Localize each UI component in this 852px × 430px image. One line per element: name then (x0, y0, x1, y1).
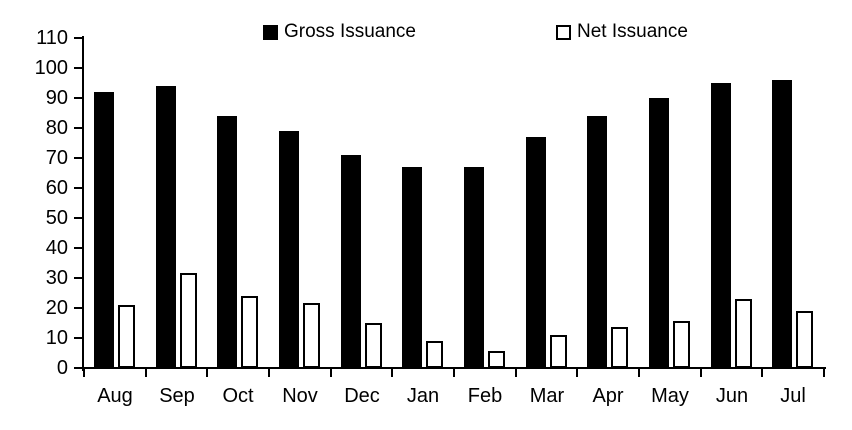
y-axis-tick-80 (74, 127, 82, 129)
gross-issuance-bar-feb[interactable] (464, 167, 484, 368)
y-axis-tick-label-50: 50 (45, 207, 68, 229)
legend-item-net-issuance[interactable]: Net Issuance (556, 17, 688, 47)
y-axis-tick-90 (74, 97, 82, 99)
gross-issuance-bar-nov[interactable] (279, 131, 299, 368)
x-axis-label-dec: Dec (344, 385, 380, 407)
net-issuance-swatch-icon (556, 24, 571, 40)
y-axis-tick-40 (74, 247, 82, 249)
x-axis-tick-9 (638, 369, 640, 377)
gross-issuance-bar-dec[interactable] (341, 155, 361, 368)
chart-legend: Gross Issuance Net Issuance (0, 17, 852, 47)
gross-issuance-bar-jan[interactable] (402, 167, 422, 368)
y-axis-tick-label-60: 60 (45, 177, 68, 199)
x-axis-tick-12 (823, 369, 825, 377)
y-axis-tick-20 (74, 307, 82, 309)
net-issuance-bar-apr[interactable] (611, 327, 628, 368)
y-axis-tick-label-80: 80 (45, 117, 68, 139)
y-axis-tick-10 (74, 337, 82, 339)
x-axis-label-may: May (651, 385, 689, 407)
net-issuance-bar-jul[interactable] (796, 311, 813, 368)
legend-label-gross-issuance: Gross Issuance (284, 21, 416, 42)
y-axis-tick-0 (74, 367, 82, 369)
y-axis-line (82, 36, 84, 371)
net-issuance-bar-jan[interactable] (426, 341, 443, 368)
y-axis-tick-label-100: 100 (34, 57, 68, 79)
x-axis-label-jul: Jul (780, 385, 806, 407)
x-axis-tick-11 (761, 369, 763, 377)
x-axis-tick-1 (145, 369, 147, 377)
x-axis-tick-0 (83, 369, 85, 377)
y-axis-tick-label-70: 70 (45, 147, 68, 169)
y-axis-tick-label-110: 110 (36, 27, 68, 49)
y-axis-tick-60 (74, 187, 82, 189)
y-axis-tick-100 (74, 67, 82, 69)
gross-issuance-bar-apr[interactable] (587, 116, 607, 368)
y-axis-tick-label-30: 30 (45, 267, 68, 289)
x-axis-tick-8 (576, 369, 578, 377)
y-axis-tick-30 (74, 277, 82, 279)
net-issuance-bar-may[interactable] (673, 321, 690, 368)
y-axis-tick-label-40: 40 (45, 237, 68, 259)
y-axis-tick-label-20: 20 (45, 297, 68, 319)
net-issuance-bar-oct[interactable] (241, 296, 258, 368)
net-issuance-bar-aug[interactable] (118, 305, 135, 368)
x-axis-tick-7 (515, 369, 517, 377)
x-axis-line (82, 367, 827, 369)
x-axis-label-apr: Apr (592, 385, 624, 407)
gross-issuance-bar-mar[interactable] (526, 137, 546, 368)
legend-item-gross-issuance[interactable]: Gross Issuance (263, 17, 416, 47)
y-axis-tick-110 (74, 37, 82, 39)
x-axis-tick-5 (391, 369, 393, 377)
net-issuance-bar-sep[interactable] (180, 273, 197, 368)
x-axis-label-jun: Jun (715, 385, 749, 407)
y-axis-tick-label-10: 10 (45, 327, 68, 349)
x-axis-tick-3 (268, 369, 270, 377)
gross-issuance-bar-aug[interactable] (94, 92, 114, 368)
gross-issuance-bar-may[interactable] (649, 98, 669, 368)
y-axis-tick-50 (74, 217, 82, 219)
net-issuance-bar-nov[interactable] (303, 303, 320, 368)
net-issuance-bar-feb[interactable] (488, 351, 505, 368)
gross-issuance-bar-jun[interactable] (711, 83, 731, 368)
x-axis-label-oct: Oct (222, 385, 254, 407)
x-axis-label-nov: Nov (282, 385, 318, 407)
net-issuance-bar-dec[interactable] (365, 323, 382, 368)
net-issuance-bar-jun[interactable] (735, 299, 752, 368)
x-axis-label-mar: Mar (529, 385, 565, 407)
net-issuance-bar-mar[interactable] (550, 335, 567, 368)
x-axis-label-aug: Aug (97, 385, 133, 407)
x-axis-label-sep: Sep (159, 385, 195, 407)
gross-issuance-bar-jul[interactable] (772, 80, 792, 368)
y-axis-tick-70 (74, 157, 82, 159)
x-axis-tick-10 (700, 369, 702, 377)
gross-issuance-bar-sep[interactable] (156, 86, 176, 368)
x-axis-label-jan: Jan (406, 385, 440, 407)
x-axis-tick-4 (330, 369, 332, 377)
gross-issuance-bar-oct[interactable] (217, 116, 237, 368)
x-axis-label-feb: Feb (467, 385, 503, 407)
gross-issuance-swatch-icon (263, 24, 278, 40)
y-axis-tick-label-90: 90 (45, 87, 68, 109)
legend-label-net-issuance: Net Issuance (577, 21, 688, 42)
x-axis-tick-6 (453, 369, 455, 377)
x-axis-tick-2 (206, 369, 208, 377)
y-axis-tick-label-0: 0 (56, 357, 68, 379)
